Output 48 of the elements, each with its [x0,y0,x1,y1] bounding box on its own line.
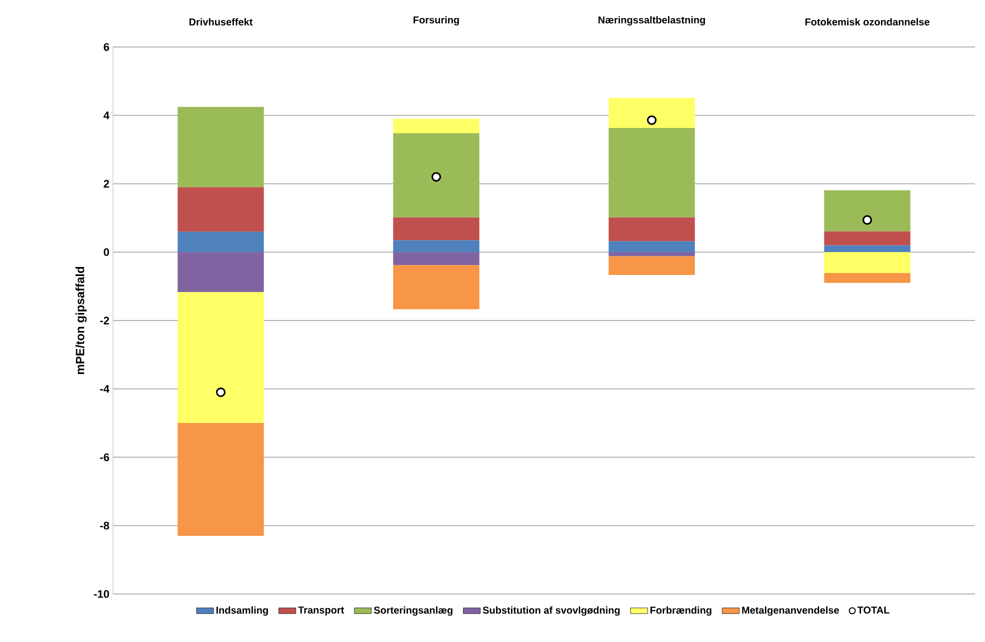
point [216,387,226,398]
legend-label: Forbrænding [650,606,712,616]
y-tick-label: 4 [104,112,110,120]
bar [608,256,695,276]
point [431,172,442,182]
legend-label: Indsamling [216,606,268,616]
x-tick-label: Næringssaltbelastning [598,16,705,26]
y-tick-label: -2 [100,316,110,324]
bar [178,252,264,292]
point [862,215,872,225]
y-tick-label: -8 [100,522,110,530]
point [646,115,657,125]
bar [608,217,695,242]
y-axis-title: mPE/ton gipsaffald [75,266,87,374]
bar [393,252,480,266]
bar [824,272,910,283]
bar [608,241,695,252]
legend-label: Sorteringsanlæg [374,606,452,616]
legend-label: Transport [298,606,344,616]
bar [393,118,480,134]
bar [393,133,480,218]
bar [178,187,264,232]
legend-label: TOTAL [857,606,890,614]
bar [608,128,695,218]
bar [393,217,480,240]
bar [178,232,264,252]
bar [608,252,695,256]
bar [393,240,480,252]
bar [393,265,480,310]
bar [178,423,264,536]
bar [178,106,264,188]
y-tick-label: 2 [104,180,110,188]
y-tick-label: 6 [104,43,110,51]
bar [824,190,910,232]
x-tick-label: Forsuring [414,16,459,26]
bar [608,98,695,128]
y-tick-label: -6 [100,453,110,462]
bar [824,252,910,273]
y-tick-label: -4 [100,385,110,393]
y-tick-label: 0 [104,248,110,256]
bar [178,292,264,424]
y-tick-label: -10 [94,590,110,598]
x-tick-label: Fotokemisk ozondannelse [805,18,930,26]
legend-label: Metalgenanvendelse [742,606,839,616]
bar [824,245,910,252]
x-tick-label: Drivhuseffekt [189,18,253,26]
bar [824,231,910,246]
legend-label: Substitution af svovlgødning [482,606,620,616]
